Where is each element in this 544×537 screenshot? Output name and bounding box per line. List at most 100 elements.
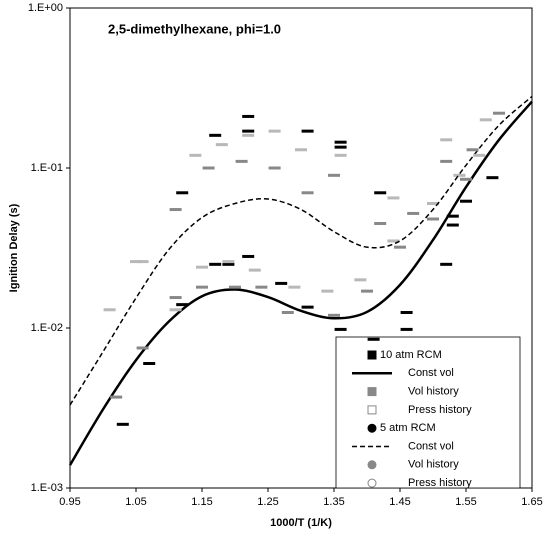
legend-label: Press history <box>408 477 472 489</box>
data-point <box>334 153 347 157</box>
data-point <box>248 268 261 272</box>
curve <box>69 95 533 406</box>
legend-label: Const vol <box>408 367 454 379</box>
data-point <box>268 129 281 133</box>
data-point <box>486 176 499 180</box>
data-point <box>400 327 413 331</box>
x-tick-label: 1.15 <box>191 496 212 508</box>
data-point <box>301 305 314 309</box>
data-point <box>176 191 189 195</box>
data-point <box>189 153 202 157</box>
data-point <box>242 114 255 118</box>
data-point <box>446 223 459 227</box>
data-point <box>466 148 479 152</box>
data-point <box>196 265 208 269</box>
data-point <box>255 285 268 289</box>
data-point <box>229 285 241 289</box>
data-point <box>295 148 307 152</box>
data-point <box>440 262 453 266</box>
data-point <box>440 138 453 142</box>
data-point <box>394 245 406 249</box>
legend-symbol <box>367 478 377 488</box>
data-point <box>169 208 182 212</box>
legend-label: Press history <box>408 404 472 416</box>
data-point <box>196 285 208 289</box>
legend-symbol <box>367 387 377 397</box>
data-point <box>367 337 380 341</box>
data-point <box>242 129 255 133</box>
data-point <box>374 191 387 195</box>
data-point <box>334 327 347 331</box>
data-point <box>169 308 182 312</box>
data-point <box>209 262 222 266</box>
data-point <box>202 166 215 170</box>
data-point <box>222 262 235 266</box>
legend-label: 10 atm RCM <box>380 349 442 361</box>
y-tick-label: 1.E+00 <box>28 2 63 14</box>
data-point <box>321 289 334 293</box>
data-point <box>301 129 314 133</box>
data-point <box>427 217 439 221</box>
data-point <box>136 260 149 264</box>
x-tick-label: 0.95 <box>59 496 80 508</box>
data-point <box>473 153 486 157</box>
data-point <box>400 310 413 314</box>
x-tick-label: 1.55 <box>455 496 476 508</box>
data-point <box>288 285 301 289</box>
data-point <box>110 395 123 399</box>
data-point <box>493 111 505 115</box>
data-point <box>209 133 222 137</box>
data-point <box>334 140 347 144</box>
legend-symbol <box>367 423 377 433</box>
data-point <box>222 260 235 264</box>
data-point <box>328 173 340 177</box>
chart-title: 2,5-dimethylhexane, phi=1.0 <box>108 21 281 36</box>
x-tick-label: 1.25 <box>257 496 278 508</box>
data-point <box>143 361 156 365</box>
data-point <box>169 296 182 300</box>
legend-box <box>335 336 521 489</box>
legend-label: 5 atm RCM <box>380 422 436 434</box>
data-point <box>446 214 459 218</box>
data-point <box>235 159 248 163</box>
data-point <box>460 199 472 203</box>
x-tick-label: 1.05 <box>125 496 146 508</box>
data-point <box>116 422 129 426</box>
y-tick-label: 1.E-03 <box>31 482 63 494</box>
data-point <box>354 278 367 282</box>
data-point <box>374 221 387 225</box>
data-point <box>387 196 400 200</box>
data-point <box>361 289 373 293</box>
data-point <box>281 310 294 314</box>
data-point <box>103 308 116 312</box>
data-point <box>453 173 466 177</box>
data-point <box>407 211 420 215</box>
curve <box>68 100 533 466</box>
data-point <box>275 281 288 285</box>
data-point <box>136 346 149 350</box>
legend-label: Vol history <box>408 386 459 398</box>
y-tick-label: 1.E-01 <box>31 162 63 174</box>
data-point <box>301 191 314 195</box>
data-point <box>242 133 255 137</box>
data-point <box>479 118 492 122</box>
data-point <box>268 166 281 170</box>
y-axis-label: Ignition Delay (s) <box>8 203 20 292</box>
legend-symbol <box>367 460 377 470</box>
data-point <box>242 254 255 258</box>
x-tick-label: 1.35 <box>323 496 344 508</box>
data-point <box>176 303 189 307</box>
data-point <box>427 201 439 205</box>
data-point <box>328 313 340 317</box>
data-point <box>215 143 228 147</box>
legend-label: Vol history <box>408 459 459 471</box>
data-point <box>460 177 472 181</box>
y-tick-label: 1.E-02 <box>31 322 63 334</box>
x-axis-label: 1000/T (1/K) <box>270 517 332 529</box>
legend-label: Const vol <box>408 440 454 452</box>
legend-symbol <box>367 350 377 360</box>
data-point <box>334 145 347 149</box>
data-point <box>130 260 142 264</box>
